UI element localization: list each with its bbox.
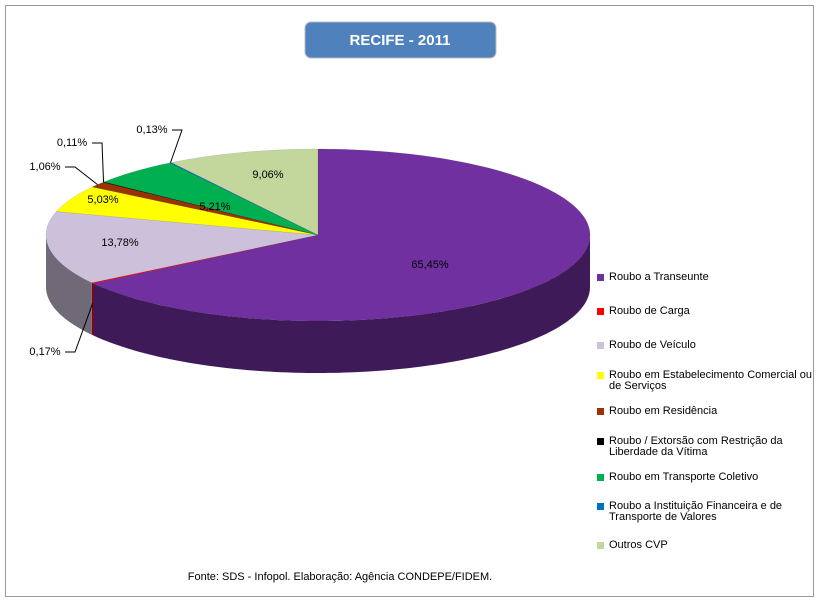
data-label: 0,11% [57,137,88,149]
pie-slice [170,148,319,236]
pie-slice [91,234,319,284]
data-label: 65,45% [411,259,449,271]
legend-swatch [597,372,604,379]
legend-swatch [597,408,604,415]
data-label: 13,78% [101,237,139,249]
data-label: 0,13% [136,124,167,136]
legend-label: Roubo / Extorsão com Restrição da Liberd… [609,435,783,458]
legend-label: Roubo a Instituição Financeira e de Tran… [609,500,783,523]
pie-side [93,235,590,373]
legend-label: Outros CVP [609,539,668,551]
legend-item: Roubo de Veículo [597,340,814,351]
data-label: 5,03% [87,194,118,206]
pie-side [91,282,94,336]
legend-label: Roubo em Residência [609,405,718,417]
title-box [304,21,497,59]
legend-item: Roubo em Estabelecimento Comercial ou de… [597,370,814,392]
legend-swatch [597,542,604,549]
legend-label: Roubo em Transporte Coletivo [609,471,759,483]
legend-item: Roubo em Transporte Coletivo [597,472,814,483]
legend-label: Roubo a Transeunte [609,271,709,283]
pie-slice [103,162,319,236]
pie-slice [45,211,319,284]
legend-swatch [597,438,604,445]
legend-label: Roubo de Carga [609,305,690,317]
leader-line [92,142,105,183]
data-label: 5,21% [199,201,230,213]
chart-title: RECIFE - 2011 [350,32,451,49]
data-label: 1,06% [29,161,60,173]
legend-swatch [597,503,604,510]
leader-line [65,166,98,186]
source-note: Fonte: SDS - Infopol. Elaboração: Agênci… [188,571,492,583]
legend-label: Roubo de Veículo [609,339,696,351]
legend-swatch [597,342,604,349]
legend-swatch [597,474,604,481]
legend-item: Roubo em Residência [597,406,814,417]
legend-item: Roubo a Transeunte [597,272,814,283]
data-label: 0,17% [29,346,60,358]
pie-slice [92,148,591,322]
legend-item: Roubo / Extorsão com Restrição da Liberd… [597,436,814,458]
legend-item: Roubo de Carga [597,306,814,317]
leader-line [169,129,183,163]
pie-side [46,235,92,335]
leader-line [65,303,94,353]
legend-label: Roubo em Estabelecimento Comercial ou de… [609,369,812,392]
data-label: 9,06% [252,169,283,181]
legend-item: Outros CVP [597,540,814,551]
pie-slice [168,162,319,236]
legend-swatch [597,308,604,315]
pie-slice [55,186,319,236]
legend-item: Roubo a Instituição Financeira e de Tran… [597,501,814,523]
legend-swatch [597,274,604,281]
